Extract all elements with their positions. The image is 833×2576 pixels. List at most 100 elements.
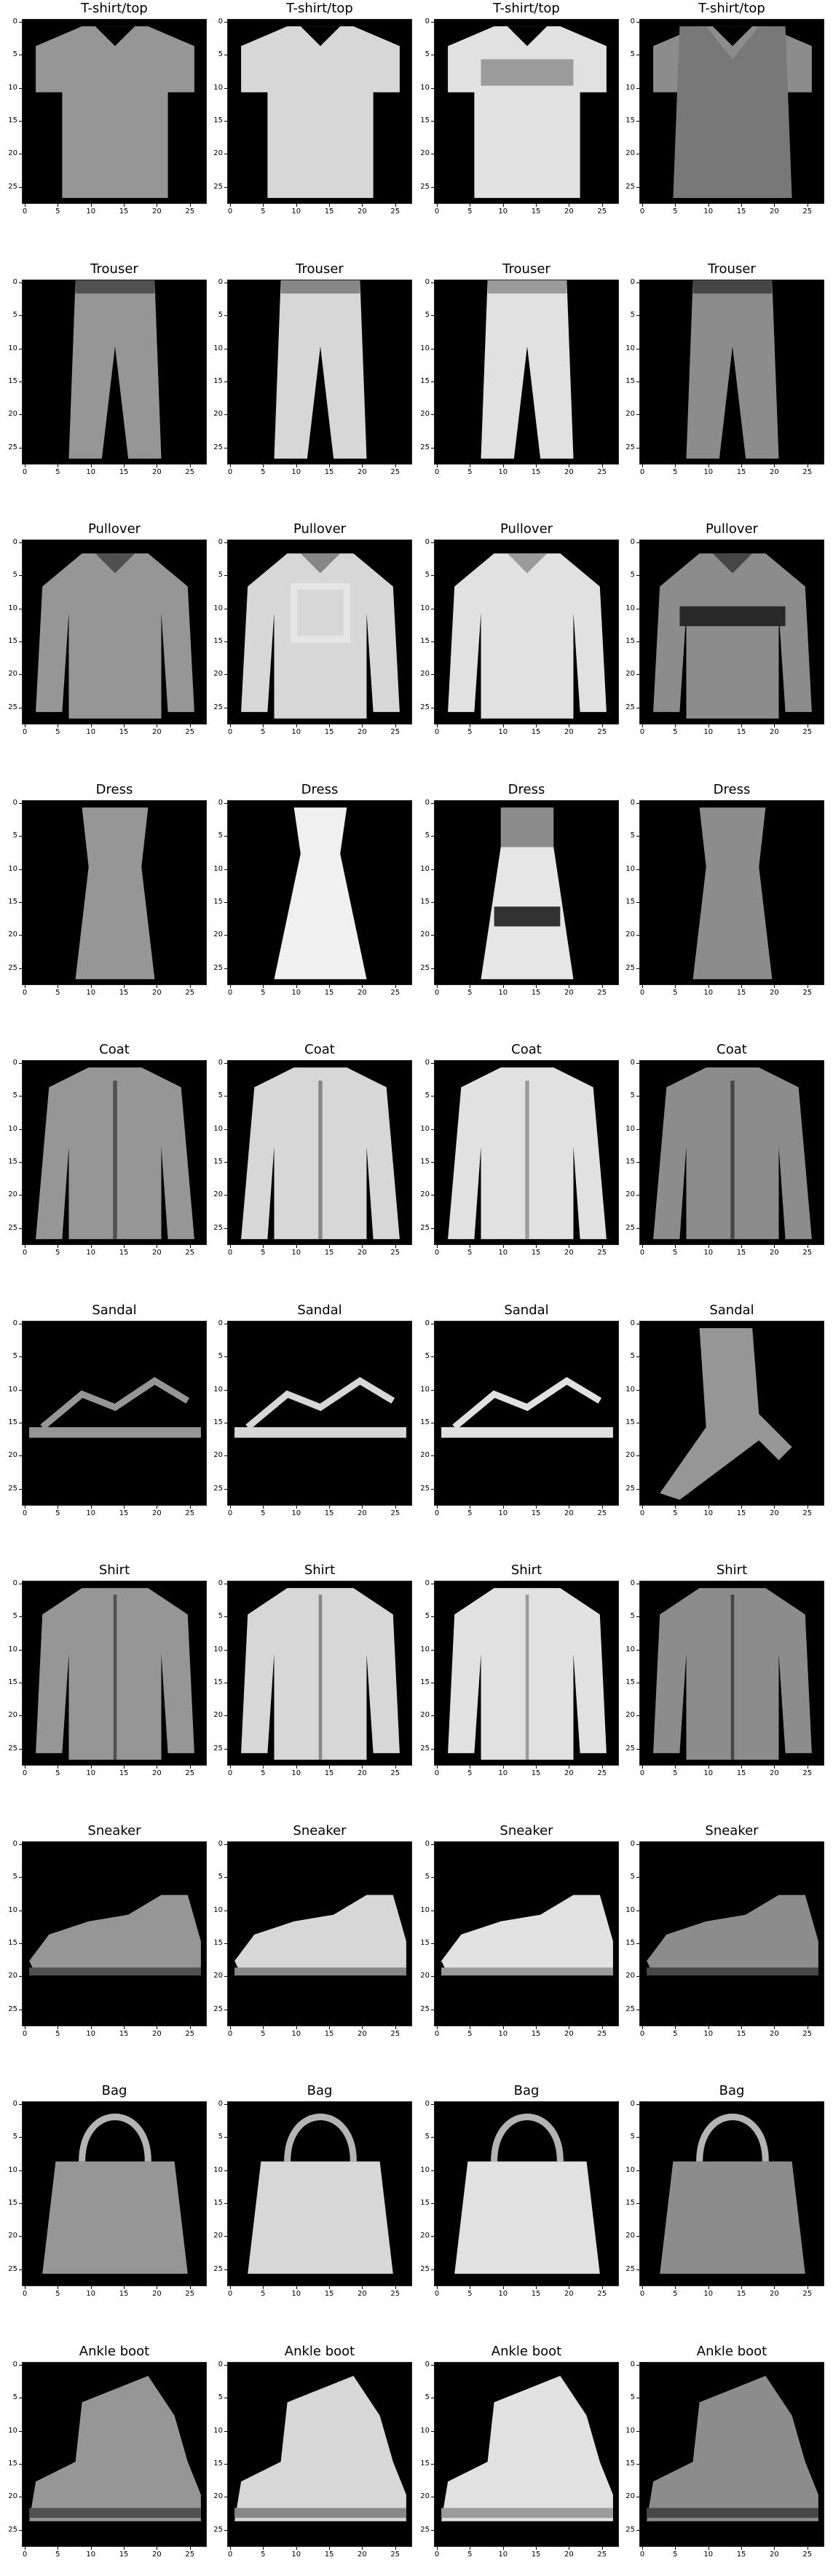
x-tick-label: 15 (119, 728, 129, 736)
y-tick-label: 15 (8, 898, 17, 906)
clothing-image (22, 1060, 207, 1245)
x-tick (90, 724, 92, 727)
x-tick-label: 5 (467, 728, 473, 736)
y-tick-label: 15 (8, 1158, 17, 1166)
panel-title: Coat (304, 1042, 335, 1057)
x-tick (502, 465, 504, 467)
panel-title: Sneaker (293, 1823, 347, 1838)
clothing-image (227, 1060, 412, 1245)
y-tick-label: 5 (218, 1352, 223, 1361)
x-tick-label: 20 (564, 2030, 574, 2038)
y-tick-label: 0 (12, 1059, 17, 1067)
x-tick-label: 20 (152, 989, 162, 997)
x-tick-label: 15 (531, 208, 541, 216)
x-tick (296, 204, 297, 207)
pullover-image (448, 553, 607, 719)
image-panel: Trouser 0 5 10 15 20 25 0 5 10 15 20 25 (414, 261, 619, 494)
x-tick-label: 0 (639, 208, 645, 216)
y-tick-label: 20 (8, 1190, 17, 1199)
y-tick-label: 0 (218, 1840, 223, 1848)
x-tick-label: 10 (498, 728, 508, 736)
x-tick-label: 0 (434, 1509, 440, 1517)
x-tick-label: 5 (467, 1249, 473, 1257)
x-tick-label: 20 (358, 2030, 367, 2038)
clothing-image (227, 1581, 412, 1766)
y-tick-label: 25 (213, 1744, 223, 1753)
x-tick (774, 724, 775, 727)
x-tick-label: 20 (358, 2290, 367, 2298)
y-tick-label: 10 (420, 83, 430, 92)
x-tick (124, 1506, 125, 1509)
y-tick (431, 2236, 434, 2237)
x-tick-label: 10 (703, 468, 714, 476)
x-tick-label: 20 (152, 728, 162, 736)
y-tick (431, 121, 434, 122)
x-tick-label: 15 (324, 468, 334, 476)
x-tick-label: 5 (55, 468, 60, 476)
x-tick-label: 20 (770, 2551, 779, 2559)
image-panel: Dress 0 5 10 15 20 25 0 5 10 15 20 25 (619, 781, 824, 1014)
y-tick (636, 1389, 639, 1391)
y-tick (431, 968, 434, 969)
x-tick (675, 1766, 676, 1769)
image-panel: Pullover 0 5 10 15 20 25 0 5 10 15 20 25 (414, 521, 619, 754)
y-tick-label: 10 (420, 1124, 430, 1133)
panel-title: Shirt (716, 1562, 748, 1578)
x-tick-label: 0 (22, 1769, 28, 1777)
sandal-image (234, 1377, 406, 1438)
x-tick (502, 2026, 504, 2029)
x-tick-label: 0 (227, 1509, 233, 1517)
y-tick-label: 10 (213, 864, 223, 873)
clothing-image (227, 2362, 412, 2547)
panel-title: Dress (713, 782, 751, 797)
y-tick (636, 2203, 639, 2205)
x-tick (362, 2547, 363, 2550)
x-tick-label: 10 (703, 2551, 714, 2559)
y-tick-label: 5 (218, 2393, 223, 2402)
x-tick-label: 5 (55, 2551, 60, 2559)
x-tick (642, 2286, 643, 2289)
x-tick-label: 25 (185, 728, 195, 736)
clothing-image (434, 2101, 619, 2286)
x-tick (642, 204, 643, 207)
clothing-image (227, 19, 412, 204)
x-tick-label: 10 (86, 1509, 96, 1517)
y-tick (224, 2170, 227, 2171)
tshirt-image (241, 26, 400, 198)
x-tick (263, 2547, 264, 2550)
y-tick-label: 10 (625, 1645, 635, 1654)
y-tick-label: 10 (420, 1385, 430, 1394)
x-tick (437, 724, 438, 727)
x-tick-label: 15 (324, 1509, 334, 1517)
y-tick-label: 15 (213, 377, 223, 386)
image-panel: Dress 0 5 10 15 20 25 0 5 10 15 20 25 (207, 781, 412, 1014)
x-tick-label: 20 (358, 208, 367, 216)
x-tick (189, 985, 191, 988)
x-tick (741, 465, 743, 467)
boot-image (441, 2376, 613, 2521)
y-tick-label: 20 (8, 2492, 17, 2501)
y-tick-label: 25 (420, 443, 430, 451)
panel-title: Shirt (510, 1562, 542, 1578)
y-tick (19, 1389, 22, 1391)
y-tick (19, 641, 22, 643)
x-tick-label: 25 (390, 208, 400, 216)
x-tick (189, 204, 191, 207)
x-tick (502, 1245, 504, 1248)
x-tick (437, 2026, 438, 2029)
y-tick (636, 1096, 639, 1097)
y-tick (636, 2104, 639, 2105)
x-tick-label: 20 (358, 2551, 367, 2559)
panel-title: Coat (511, 1042, 542, 1057)
x-tick-label: 25 (802, 2030, 813, 2038)
image-panel: Sneaker 0 5 10 15 20 25 0 5 10 15 20 25 (207, 1822, 412, 2055)
y-tick (224, 186, 227, 188)
y-tick (636, 1844, 639, 1845)
x-tick (601, 204, 603, 207)
x-tick-label: 25 (185, 1249, 195, 1257)
x-tick (263, 1506, 264, 1509)
x-tick-label: 25 (597, 2030, 607, 2038)
y-tick-label: 15 (8, 116, 17, 125)
y-tick (19, 2464, 22, 2465)
x-tick-label: 10 (291, 1509, 301, 1517)
